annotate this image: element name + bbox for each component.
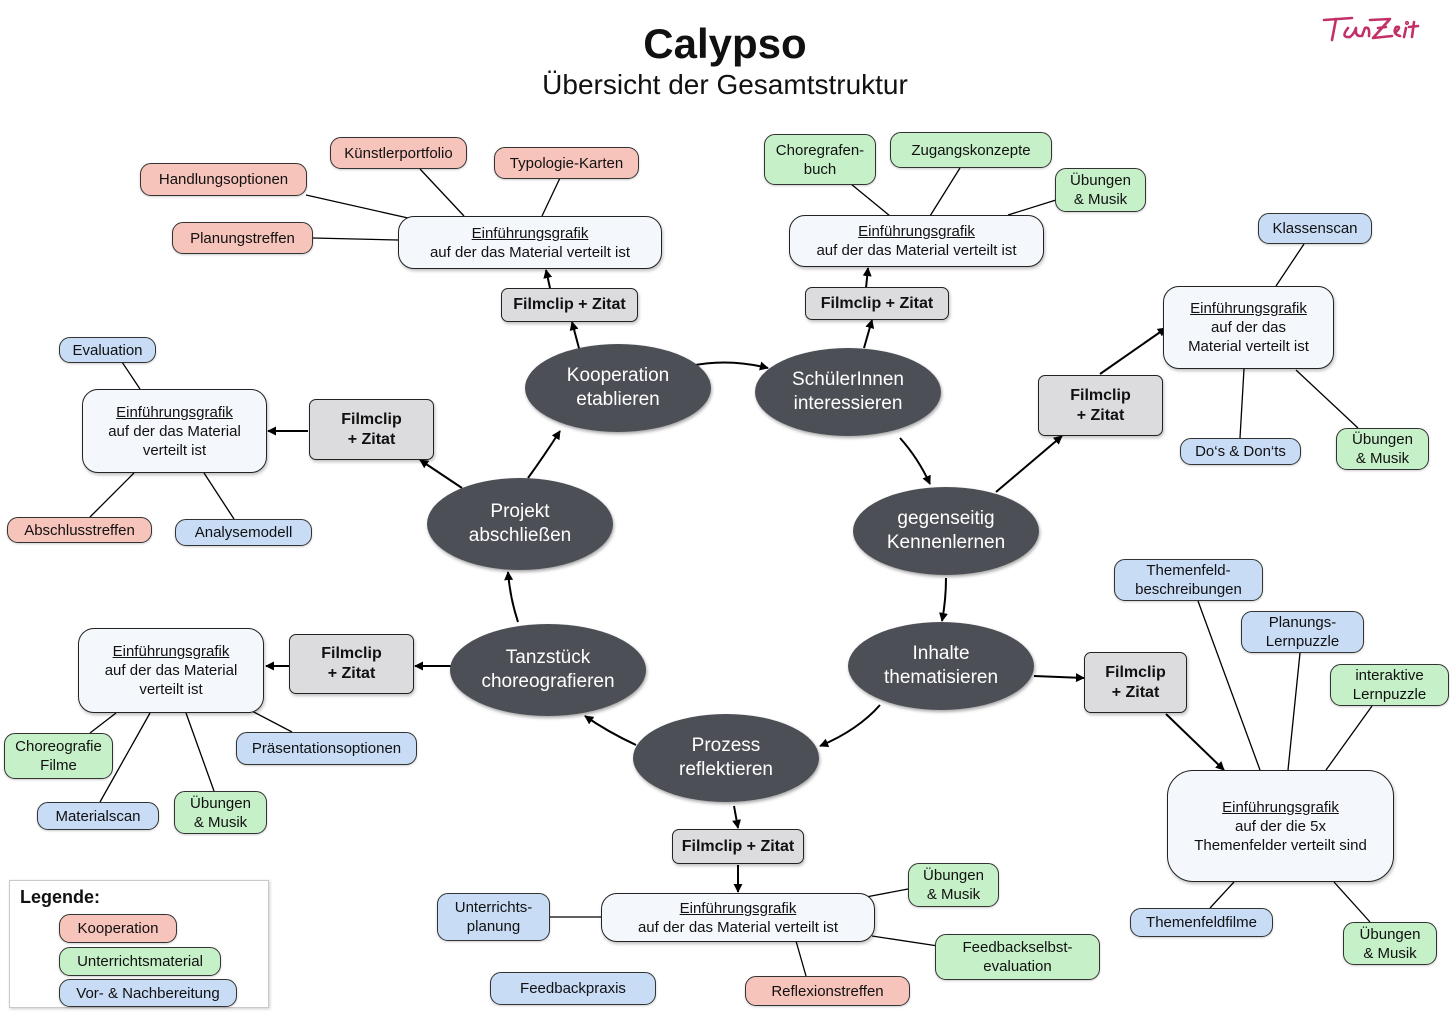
- pill-praesentationsoptionen: Präsentationsoptionen: [236, 732, 417, 765]
- filmclip-lower-right: Filmclip + Zitat: [1084, 652, 1187, 713]
- arrow-inhalte-film: [1033, 673, 1085, 683]
- circle-kooperation-etablieren: Kooperation etablieren: [525, 344, 711, 432]
- page-subtitle: Übersicht der Gesamtstruktur: [542, 69, 908, 100]
- circle-tanzstueck-choreografieren: Tanzstück choreografieren: [450, 624, 646, 716]
- pill-planungstreffen: Planungstreffen: [172, 222, 313, 254]
- tanzeit-logo: [1322, 16, 1420, 42]
- filmclip-top-left: Filmclip + Zitat: [501, 288, 638, 322]
- legend: Legende: Kooperation Unterrichtsmaterial…: [9, 880, 269, 1008]
- grafik-bottom: Einführungsgrafik auf der das Material v…: [601, 893, 875, 942]
- arrow-kennenlernen-film: [995, 435, 1063, 493]
- arrow-kooperation-schueler: [689, 361, 769, 371]
- arrow-schueler-kennenlernen: [899, 437, 931, 485]
- pill-planungs-lernpuzzle: Planungs- Lernpuzzle: [1241, 611, 1364, 653]
- legend-kooperation: Kooperation: [59, 914, 177, 943]
- pill-dos-donts: Do‘s & Don‘ts: [1180, 438, 1301, 465]
- arrow-prozess-film: [732, 805, 741, 829]
- arrow-inhalte-prozess: [819, 704, 881, 748]
- grafik-right: Einführungsgrafik auf der das Material v…: [1163, 286, 1334, 369]
- circle-projekt-abschliessen: Projekt abschließen: [427, 478, 613, 570]
- pill-klassenscan: Klassenscan: [1258, 213, 1372, 244]
- page-title: Calypso: [643, 20, 807, 67]
- filmclip-right: Filmclip + Zitat: [1038, 375, 1163, 436]
- pill-uebungen-musik-bottom: Übungen & Musik: [908, 863, 999, 907]
- pill-kuenstlerportfolio: Künstlerportfolio: [330, 137, 467, 169]
- pill-themenfeldfilme: Themenfeldfilme: [1130, 908, 1273, 937]
- pill-themenfeldbeschreibungen: Themenfeld- beschreibungen: [1114, 559, 1263, 601]
- circle-gegenseitig-kennenlernen: gegenseitig Kennenlernen: [853, 487, 1039, 575]
- grafik-top-right: Einführungsgrafik auf der das Material v…: [789, 215, 1044, 267]
- pill-uebungen-musik-lower-left: Übungen & Musik: [174, 791, 267, 834]
- pill-uebungen-musik-right: Übungen & Musik: [1336, 428, 1429, 470]
- filmclip-bottom: Filmclip + Zitat: [672, 829, 804, 864]
- grafik-top-left: Einführungsgrafik auf der das Material v…: [398, 216, 662, 269]
- arrow-film-grafik-lowright: [1165, 713, 1225, 771]
- grafik-lower-left: Einführungsgrafik auf der das Material v…: [78, 628, 264, 713]
- pill-reflexionstreffen: Reflexionstreffen: [745, 976, 910, 1006]
- arrow-projekt-film: [419, 459, 463, 489]
- pill-typologie-karten: Typologie-Karten: [494, 147, 639, 179]
- pill-zugangskonzepte: Zugangskonzepte: [890, 132, 1052, 168]
- pill-evaluation: Evaluation: [59, 337, 156, 363]
- pill-abschlusstreffen: Abschlusstreffen: [7, 517, 152, 543]
- circle-schueler-interessieren: SchülerInnen interessieren: [755, 348, 941, 436]
- filmclip-top-right: Filmclip + Zitat: [805, 287, 949, 320]
- pill-choregrafenbuch: Choregrafen- buch: [764, 134, 876, 185]
- arrow-film-grafik-topright: [862, 267, 872, 289]
- pill-uebungen-musik-top: Übungen & Musik: [1055, 168, 1146, 212]
- arrow-kennenlernen-inhalte: [939, 577, 948, 622]
- pill-feedbackpraxis: Feedbackpraxis: [490, 972, 656, 1005]
- grafik-themenfelder: Einführungsgrafik auf der die 5x Themenf…: [1167, 770, 1394, 882]
- arrow-projekt-kooperation: [527, 430, 561, 479]
- legend-unterrichtsmaterial: Unterrichtsmaterial: [59, 947, 221, 976]
- arrow-prozess-tanzstueck: [584, 715, 637, 746]
- arrow-schueler-film: [863, 319, 875, 349]
- filmclip-lower-left: Filmclip + Zitat: [289, 634, 414, 694]
- arrow-film-grafik-right: [1099, 327, 1167, 375]
- pill-uebungen-musik-lower-right: Übungen & Musik: [1343, 922, 1437, 965]
- legend-title: Legende:: [20, 887, 101, 907]
- arrow-tanzstueck-projekt: [504, 571, 519, 623]
- circle-inhalte-thematisieren: Inhalte thematisieren: [848, 622, 1034, 710]
- legend-vor-nachbereitung: Vor- & Nachbereitung: [59, 979, 237, 1007]
- filmclip-left: Filmclip + Zitat: [309, 399, 434, 460]
- grafik-left: Einführungsgrafik auf der das Material v…: [82, 389, 267, 473]
- pill-interaktive-lernpuzzle: interaktive Lernpuzzle: [1330, 664, 1449, 706]
- pill-feedbackselbstevaluation: Feedbackselbst- evaluation: [935, 934, 1100, 980]
- pill-choreografie-filme: Choreografie Filme: [4, 733, 113, 779]
- pill-unterrichtsplanung: Unterrichts- planung: [437, 893, 550, 941]
- circle-prozess-reflektieren: Prozess reflektieren: [633, 714, 819, 802]
- pill-handlungsoptionen: Handlungsoptionen: [140, 163, 307, 196]
- pill-materialscan: Materialscan: [37, 802, 159, 830]
- pill-analysemodell: Analysemodell: [175, 519, 312, 546]
- arrow-film-grafik-top: [543, 269, 553, 289]
